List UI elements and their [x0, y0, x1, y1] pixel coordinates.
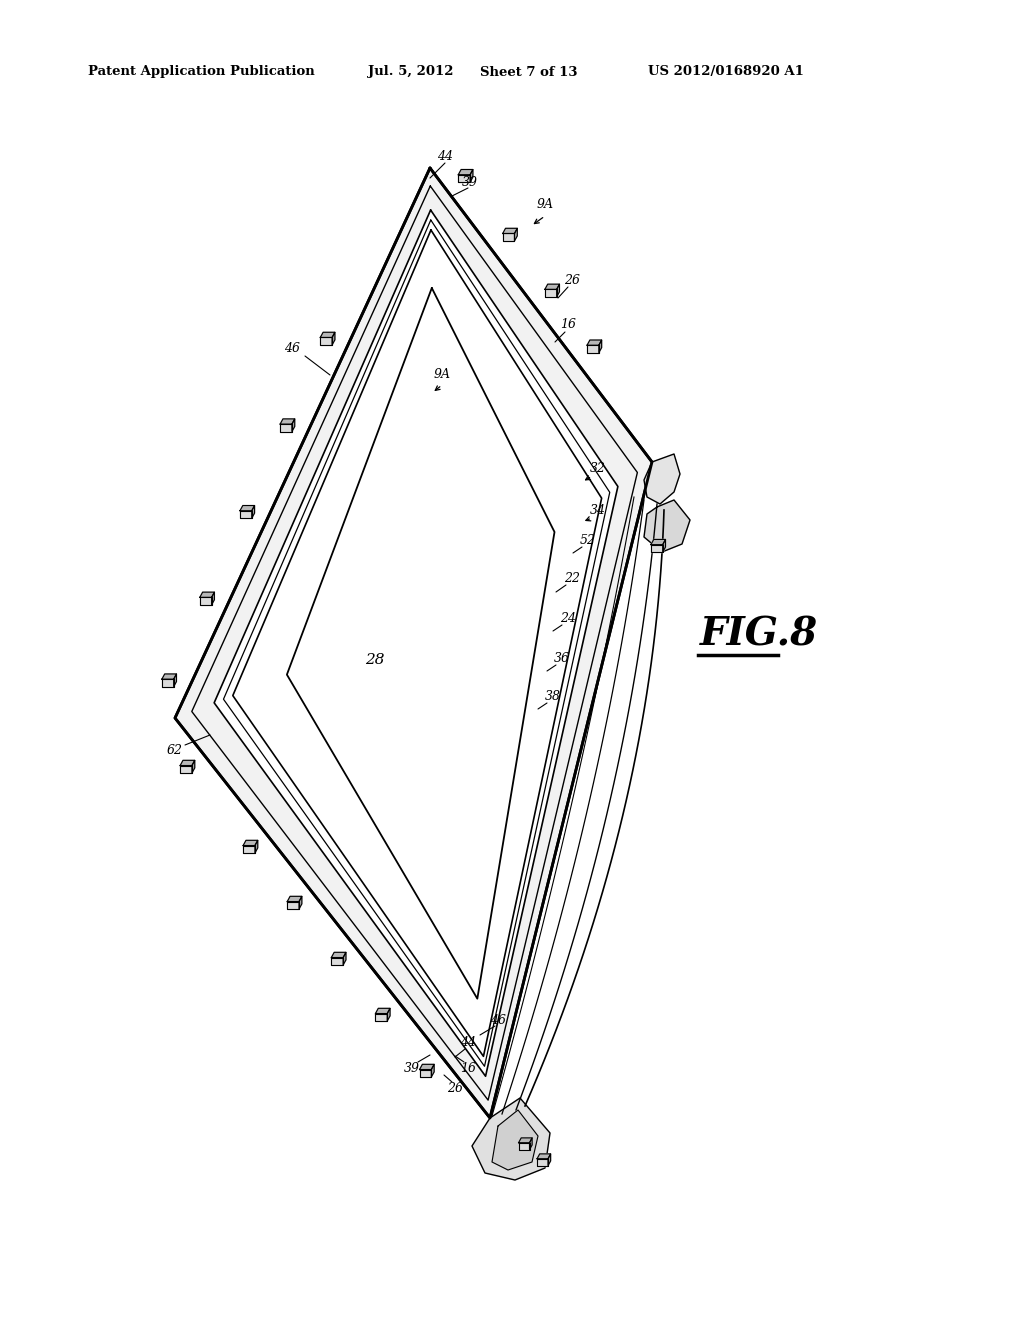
Polygon shape	[387, 1008, 390, 1020]
Polygon shape	[663, 540, 666, 552]
Polygon shape	[514, 228, 517, 242]
Text: 32: 32	[590, 462, 606, 474]
Text: 39: 39	[462, 176, 478, 189]
Polygon shape	[214, 210, 617, 1076]
Text: Patent Application Publication: Patent Application Publication	[88, 66, 314, 78]
Text: 26: 26	[447, 1081, 463, 1094]
Polygon shape	[545, 284, 559, 289]
Polygon shape	[281, 424, 292, 432]
Polygon shape	[287, 288, 555, 999]
Polygon shape	[599, 341, 602, 352]
Polygon shape	[288, 896, 302, 902]
Polygon shape	[200, 593, 214, 598]
Polygon shape	[180, 760, 195, 766]
Polygon shape	[180, 766, 191, 774]
Polygon shape	[292, 418, 295, 432]
Polygon shape	[587, 346, 599, 352]
Polygon shape	[332, 952, 346, 957]
Polygon shape	[459, 174, 470, 182]
Polygon shape	[243, 841, 258, 846]
Polygon shape	[321, 333, 335, 338]
Polygon shape	[431, 1064, 434, 1077]
Polygon shape	[332, 333, 335, 345]
Text: 52: 52	[580, 533, 596, 546]
Polygon shape	[281, 418, 295, 424]
Text: 9A: 9A	[433, 368, 451, 381]
Polygon shape	[252, 506, 255, 519]
Polygon shape	[240, 506, 255, 511]
Polygon shape	[332, 957, 343, 965]
Polygon shape	[191, 760, 195, 774]
Polygon shape	[162, 675, 176, 680]
Text: 62: 62	[167, 743, 183, 756]
Text: 46: 46	[490, 1014, 506, 1027]
Polygon shape	[420, 1064, 434, 1069]
Polygon shape	[376, 1008, 390, 1014]
Polygon shape	[200, 598, 212, 605]
Polygon shape	[321, 338, 332, 345]
Polygon shape	[587, 341, 602, 346]
Polygon shape	[470, 169, 473, 182]
Text: US 2012/0168920 A1: US 2012/0168920 A1	[648, 66, 804, 78]
Polygon shape	[376, 1014, 387, 1020]
Polygon shape	[651, 540, 666, 545]
Polygon shape	[492, 1110, 538, 1170]
Polygon shape	[651, 545, 663, 552]
Text: 9A: 9A	[537, 198, 554, 210]
Text: 28: 28	[366, 653, 385, 667]
Polygon shape	[255, 841, 258, 853]
Polygon shape	[174, 675, 176, 686]
Polygon shape	[175, 168, 652, 1118]
Polygon shape	[545, 289, 557, 297]
Polygon shape	[529, 1138, 532, 1150]
Text: Sheet 7 of 13: Sheet 7 of 13	[480, 66, 578, 78]
Text: 46: 46	[284, 342, 300, 355]
Text: FIG.8: FIG.8	[700, 616, 818, 653]
Polygon shape	[212, 593, 214, 605]
Polygon shape	[299, 896, 302, 909]
Text: 38: 38	[545, 689, 561, 702]
Polygon shape	[548, 1154, 551, 1166]
Polygon shape	[518, 1138, 532, 1143]
Polygon shape	[243, 846, 255, 853]
Polygon shape	[518, 1143, 529, 1150]
Text: 39: 39	[404, 1061, 420, 1074]
Polygon shape	[240, 511, 252, 519]
Polygon shape	[644, 500, 690, 552]
Polygon shape	[420, 1069, 431, 1077]
Polygon shape	[644, 454, 680, 504]
Text: 16: 16	[460, 1061, 476, 1074]
Polygon shape	[503, 228, 517, 234]
Polygon shape	[538, 1154, 551, 1159]
Polygon shape	[459, 169, 473, 174]
Text: 44: 44	[460, 1036, 476, 1049]
Polygon shape	[162, 680, 174, 686]
Polygon shape	[538, 1159, 548, 1166]
Text: 22: 22	[564, 572, 580, 585]
Polygon shape	[472, 1098, 550, 1180]
Text: 26: 26	[564, 273, 580, 286]
Text: Jul. 5, 2012: Jul. 5, 2012	[368, 66, 454, 78]
Polygon shape	[343, 952, 346, 965]
Text: 34: 34	[590, 503, 606, 516]
Text: 24: 24	[560, 611, 575, 624]
Polygon shape	[503, 234, 514, 242]
Polygon shape	[288, 902, 299, 909]
Polygon shape	[557, 284, 559, 297]
Text: 44: 44	[437, 150, 453, 164]
Text: 36: 36	[554, 652, 570, 664]
Text: 16: 16	[560, 318, 575, 331]
